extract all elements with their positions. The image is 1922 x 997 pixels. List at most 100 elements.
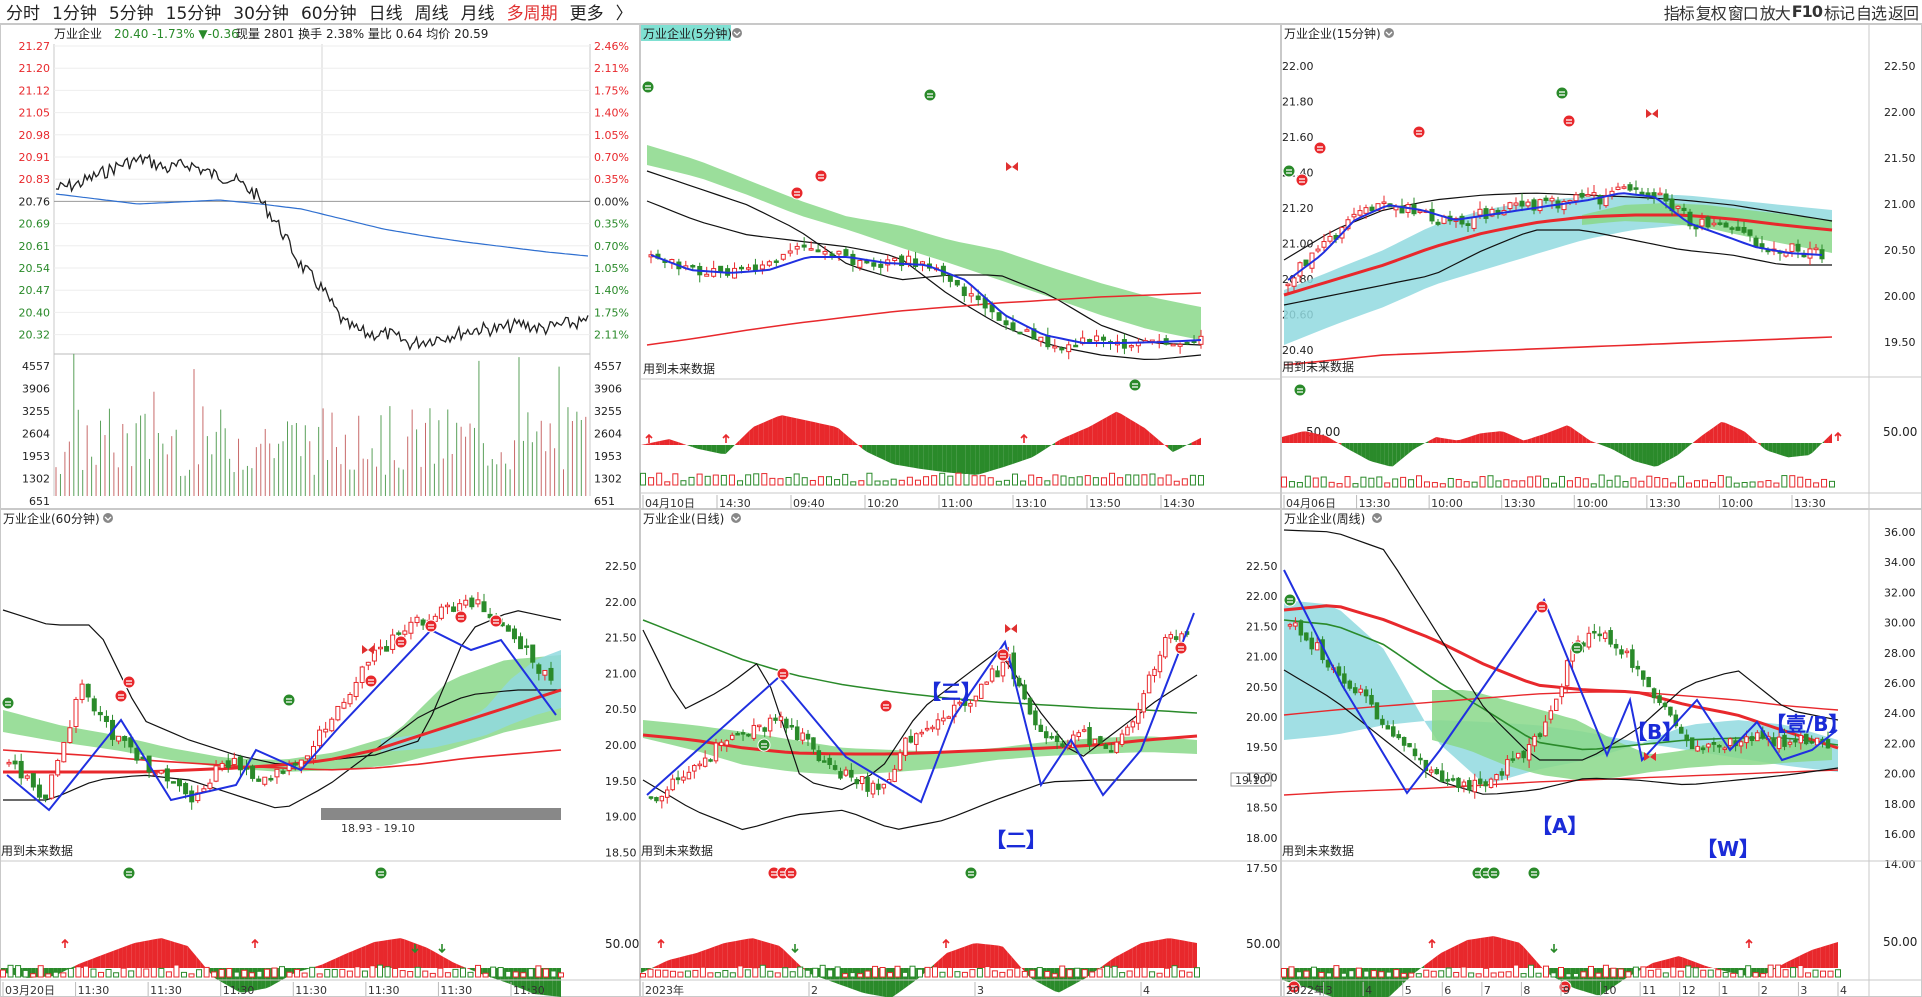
tab-more[interactable]: 更多 xyxy=(569,4,604,24)
gear-icon[interactable] xyxy=(731,513,741,523)
candle-body xyxy=(170,781,176,784)
gear-icon[interactable] xyxy=(732,28,742,38)
osc-area xyxy=(1748,435,1753,443)
osc-area xyxy=(96,955,101,968)
osc-volume-bar xyxy=(1044,971,1051,978)
osc-area xyxy=(1649,443,1654,467)
gear-icon[interactable] xyxy=(1372,513,1382,523)
candle-body xyxy=(1184,341,1190,345)
tab-weekly[interactable]: 周线 xyxy=(414,4,449,24)
osc-volume-bar xyxy=(759,964,766,978)
candle-body xyxy=(1798,734,1804,744)
candle-body xyxy=(1615,186,1621,191)
osc-area xyxy=(683,443,689,446)
osc-volume-bar xyxy=(1535,972,1542,978)
green-signal-icon xyxy=(5,701,11,706)
candle-body xyxy=(816,750,822,761)
tab-monthly[interactable]: 月线 xyxy=(460,4,495,24)
watchlist-button[interactable]: 自选 xyxy=(1855,3,1887,23)
indicator-button[interactable]: 指标 xyxy=(1663,3,1695,23)
osc-area xyxy=(977,943,982,968)
m5-panel[interactable]: 万业企业(5分钟) 用到未来数据 04月10日 14:30 09:40 10:20 11… xyxy=(640,25,1281,510)
osc-area xyxy=(1017,445,1023,463)
osc-area xyxy=(1388,443,1393,467)
osc-area xyxy=(1031,445,1037,458)
osc-volume-bar xyxy=(1707,969,1714,978)
m60-panel[interactable]: 万业企业(60分钟) 18.93 - 19.10 用到未来数据 03月20日 11… xyxy=(0,511,641,997)
osc-area xyxy=(365,943,370,968)
candle-body xyxy=(292,762,298,766)
candle-body xyxy=(878,263,884,268)
osc-area xyxy=(1808,443,1813,456)
osc-volume-bar xyxy=(135,967,142,978)
candle-body xyxy=(935,719,941,730)
red-signal-icon xyxy=(814,169,828,183)
osc-area xyxy=(61,968,67,973)
candle-body xyxy=(1136,709,1141,724)
m60-candles xyxy=(1,592,562,880)
more-arrow-icon[interactable]: 〉 xyxy=(615,4,633,24)
weekly-panel[interactable]: 万业企业(周线) 22.5022.0021.5021.0020.5020.001… xyxy=(1246,510,1921,997)
tab-daily[interactable]: 日线 xyxy=(368,4,403,24)
osc-volume-bar xyxy=(459,967,466,978)
osc-volume-bar xyxy=(294,968,301,978)
osc-area xyxy=(1384,443,1389,467)
candle-body xyxy=(1723,222,1729,228)
f10-button[interactable]: F10 xyxy=(1791,2,1823,21)
osc-volume-bar xyxy=(1662,478,1669,488)
candle-body xyxy=(1793,739,1798,743)
candle-body xyxy=(947,275,953,282)
red-signal-icon xyxy=(1174,641,1188,655)
gear-icon[interactable] xyxy=(1384,28,1394,38)
m15-panel[interactable]: 万业企业(15分钟) 22.0021.8021.6021.4021.2021.0… xyxy=(1281,25,1922,510)
window-button[interactable]: 窗口 xyxy=(1727,3,1759,23)
osc-area xyxy=(993,445,999,470)
osc-volume-bar xyxy=(777,478,784,486)
mark-button[interactable]: 标记 xyxy=(1823,3,1855,23)
candle-body xyxy=(692,765,697,772)
osc-area xyxy=(1665,443,1670,462)
tab-multi-period[interactable]: 多周期 xyxy=(506,4,558,24)
time-tick-label: 2 xyxy=(811,984,818,997)
time-tick-label: 11:30 xyxy=(78,984,110,997)
osc-area xyxy=(1179,939,1185,968)
candle-body xyxy=(780,253,786,260)
osc-volume-bar xyxy=(1089,971,1096,978)
osc-volume-bar xyxy=(924,966,931,978)
osc-area xyxy=(852,968,857,991)
tab-60min[interactable]: 60分钟 xyxy=(300,4,357,24)
osc-area xyxy=(758,422,764,445)
osc-volume-bar xyxy=(0,969,6,978)
daily-green-band xyxy=(643,720,1197,775)
period-toolbar: 分时 1分钟 5分钟 15分钟 30分钟 60分钟 日线 周线 月线 多周期 更… xyxy=(0,0,1922,24)
osc-volume-bar xyxy=(1370,970,1377,978)
candle-body xyxy=(274,768,280,778)
tab-intraday[interactable]: 分时 xyxy=(6,4,40,24)
osc-volume-bar xyxy=(1580,971,1587,978)
osc-area xyxy=(1144,427,1150,445)
candle-body xyxy=(954,279,960,286)
tab-30min[interactable]: 30分钟 xyxy=(233,4,289,24)
tab-15min[interactable]: 15分钟 xyxy=(165,4,222,24)
intraday-panel[interactable]: 万业企业 20.40 -1.73% ▼-0.36 现量 2801 换手 2.38… xyxy=(19,26,629,508)
osc-volume-bar xyxy=(1490,972,1497,978)
weekly-left-tick: 22.00 xyxy=(1246,590,1278,603)
osc-area xyxy=(1373,443,1377,463)
osc-area xyxy=(1713,424,1718,443)
gear-icon[interactable] xyxy=(103,513,113,523)
adjust-button[interactable]: 复权 xyxy=(1695,3,1727,23)
osc-area xyxy=(1681,443,1686,453)
tab-5min[interactable]: 5分钟 xyxy=(108,4,154,24)
time-tick-label: 12 xyxy=(1682,984,1696,997)
osc-volume-bar xyxy=(90,968,97,978)
green-signal-icon xyxy=(1491,871,1497,876)
daily-panel[interactable]: 万业企业(日线) 22.5022.0021.5021.0020.5020.001… xyxy=(605,511,1280,997)
zoom-button[interactable]: 放大 xyxy=(1759,3,1791,23)
daily-left-tick: 21.50 xyxy=(605,632,637,645)
osc-volume-bar xyxy=(1344,476,1351,488)
candle-body xyxy=(1381,201,1387,204)
back-button[interactable]: 返回 xyxy=(1887,3,1919,23)
osc-volume-bar xyxy=(1360,476,1367,488)
candle-body xyxy=(745,267,751,270)
tab-1min[interactable]: 1分钟 xyxy=(52,4,97,24)
